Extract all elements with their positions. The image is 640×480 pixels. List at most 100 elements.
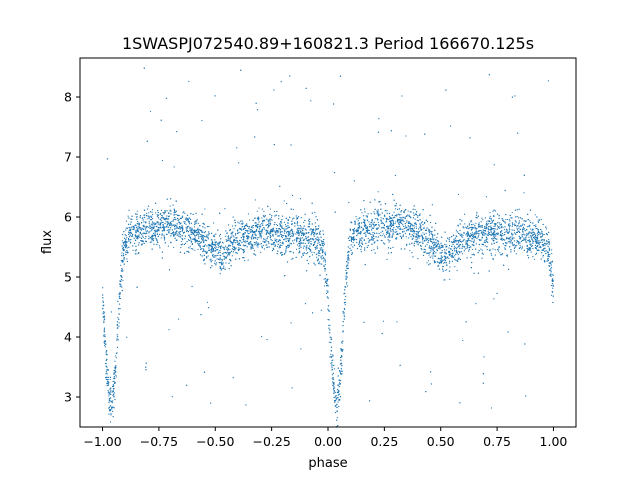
data-point — [228, 224, 230, 226]
data-point — [536, 249, 539, 252]
data-point — [109, 421, 112, 423]
data-point — [433, 239, 435, 241]
data-point — [305, 252, 307, 255]
data-point — [106, 382, 108, 385]
data-point — [534, 247, 537, 249]
data-point — [313, 262, 315, 264]
data-point — [130, 241, 132, 243]
data-point — [166, 229, 168, 232]
data-point — [454, 258, 456, 260]
data-point — [242, 244, 245, 246]
data-point — [229, 244, 232, 247]
data-point — [150, 227, 152, 229]
data-point — [255, 234, 257, 236]
data-point — [287, 239, 289, 241]
data-point — [135, 224, 137, 227]
data-point — [314, 230, 317, 232]
data-point — [117, 327, 119, 329]
data-point — [422, 240, 424, 242]
data-point — [444, 243, 446, 245]
data-point — [103, 334, 105, 336]
data-point — [340, 355, 343, 357]
data-point — [207, 255, 209, 257]
data-point — [279, 246, 281, 249]
data-point — [181, 237, 183, 240]
data-point — [545, 228, 548, 230]
data-point — [521, 224, 523, 226]
data-point — [283, 228, 285, 230]
data-point — [243, 227, 245, 229]
data-point — [152, 238, 154, 240]
data-point — [433, 238, 435, 240]
data-point — [175, 232, 177, 234]
data-point — [402, 235, 404, 238]
data-point — [112, 415, 114, 418]
data-point — [401, 222, 403, 224]
data-point — [138, 223, 140, 225]
data-point — [461, 240, 463, 242]
data-point — [161, 159, 164, 162]
data-point — [494, 225, 496, 227]
data-point — [502, 219, 504, 221]
data-point — [152, 239, 155, 242]
data-point — [262, 222, 264, 224]
data-point — [114, 373, 116, 375]
data-point — [137, 244, 140, 246]
data-point — [482, 231, 484, 233]
data-point — [335, 412, 337, 414]
data-point — [432, 257, 434, 259]
data-point — [551, 249, 553, 251]
data-point — [219, 251, 221, 254]
data-point — [328, 341, 330, 343]
data-point — [454, 266, 456, 268]
data-point — [136, 253, 138, 255]
data-point — [403, 220, 405, 223]
data-point — [439, 262, 441, 265]
data-point — [402, 228, 404, 231]
data-point — [185, 218, 187, 220]
data-point — [323, 238, 325, 241]
data-point — [324, 270, 326, 272]
data-point — [329, 324, 331, 326]
data-point — [544, 244, 546, 246]
data-point — [358, 243, 360, 245]
data-point — [226, 248, 228, 250]
data-point — [199, 247, 201, 249]
data-point — [380, 208, 382, 210]
data-point — [283, 221, 286, 223]
data-point — [398, 223, 400, 225]
data-point — [199, 234, 201, 236]
data-point — [468, 235, 470, 238]
data-point — [374, 213, 376, 215]
data-point — [531, 235, 533, 237]
data-point — [536, 227, 538, 230]
data-point — [547, 80, 550, 82]
data-point — [532, 256, 534, 258]
data-point — [484, 217, 487, 219]
data-point — [214, 239, 216, 241]
data-point — [113, 369, 115, 372]
data-point — [395, 205, 397, 207]
data-point — [316, 256, 318, 258]
data-point — [311, 251, 313, 253]
data-point — [415, 233, 417, 235]
data-point — [145, 369, 147, 371]
data-point — [280, 235, 283, 238]
data-point — [261, 229, 263, 231]
data-point — [365, 228, 367, 230]
data-point — [234, 242, 236, 244]
data-point — [528, 225, 530, 228]
data-point — [335, 395, 337, 397]
data-point — [203, 241, 205, 244]
data-point — [136, 210, 138, 212]
data-point — [442, 259, 444, 261]
data-point — [215, 264, 217, 266]
data-point — [261, 245, 263, 247]
data-point — [509, 240, 511, 242]
data-point — [207, 238, 209, 240]
data-point — [235, 234, 237, 236]
data-point — [152, 222, 154, 224]
data-point — [183, 211, 185, 213]
data-point — [471, 240, 473, 242]
data-point — [471, 238, 473, 240]
